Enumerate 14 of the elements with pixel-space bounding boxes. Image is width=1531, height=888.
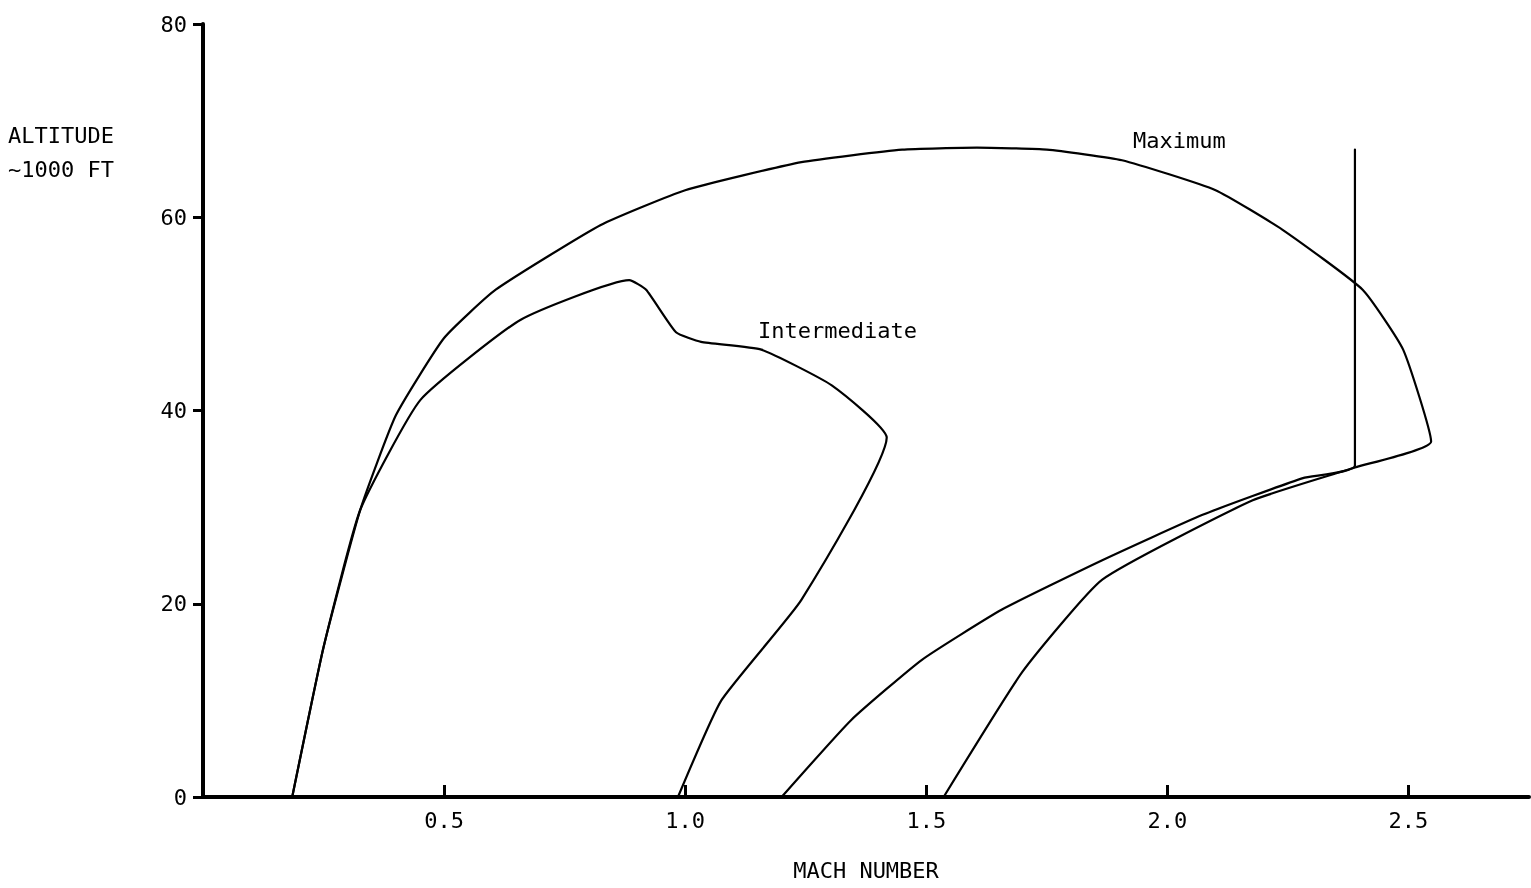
x-tick-label: 1.5 bbox=[906, 807, 947, 833]
x-tick-label: 2.5 bbox=[1388, 807, 1429, 833]
y-tick-label: 0 bbox=[173, 784, 187, 810]
y-tick-label: 40 bbox=[160, 398, 187, 423]
x-tick-label: 0.5 bbox=[424, 807, 464, 833]
y-tick-label: 80 bbox=[160, 11, 187, 37]
x-tick-label: 1.0 bbox=[665, 807, 706, 833]
y-tick-label: 60 bbox=[160, 204, 187, 230]
annotation: Intermediate bbox=[758, 317, 917, 343]
x-tick-label: 2.0 bbox=[1147, 807, 1188, 833]
y-axis-title: ALTITUDE ~1000 FT bbox=[8, 122, 114, 182]
x-axis-title: MACH NUMBER bbox=[793, 857, 940, 883]
y-tick-label: 20 bbox=[160, 591, 187, 617]
annotation: Maximum bbox=[1133, 127, 1226, 153]
